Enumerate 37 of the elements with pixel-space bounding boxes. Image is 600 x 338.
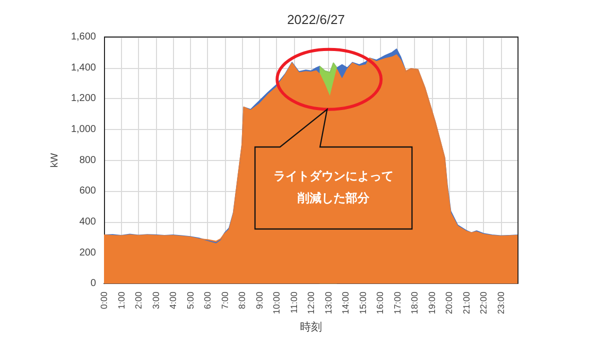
x-tick-label: 10:00 [272, 292, 282, 314]
x-tick-label: 9:00 [254, 292, 264, 310]
x-tick-label: 13:00 [323, 292, 334, 314]
x-tick-label: 16:00 [375, 292, 385, 314]
y-tick-label: 800 [79, 154, 96, 166]
x-tick-label: 4:00 [168, 292, 178, 310]
chart-title: 2022/6/27 [287, 12, 345, 27]
y-axis-title: kW [50, 152, 60, 168]
x-tick-label: 17:00 [392, 292, 402, 314]
x-tick-label: 20:00 [444, 292, 454, 314]
annotation: ライトダウンによって削減した部分 [272, 168, 394, 207]
x-tick-label: 22:00 [478, 292, 488, 314]
x-tick-label: 11:00 [288, 292, 299, 314]
x-tick-label: 1:00 [116, 292, 126, 310]
y-tick-label: 1,200 [70, 93, 96, 104]
x-tick-label: 23:00 [496, 292, 506, 314]
x-tick-label: 5:00 [185, 292, 196, 310]
y-tick-label: 0 [90, 278, 96, 290]
y-tick-label: 1,600 [70, 32, 96, 42]
x-tick-label: 7:00 [220, 292, 230, 310]
y-tick-label: 200 [79, 247, 96, 258]
y-tick-label: 1,000 [70, 124, 96, 135]
y-tick-label: 600 [79, 186, 96, 197]
x-tick-label: 0:00 [99, 292, 109, 310]
x-tick-label: 15:00 [358, 292, 368, 314]
x-tick-label: 6:00 [202, 292, 212, 310]
x-tick-label: 12:00 [306, 292, 316, 314]
x-tick-label: 19:00 [426, 292, 437, 314]
x-tick-label: 18:00 [410, 292, 420, 314]
x-tick-label: 14:00 [340, 292, 350, 314]
x-axis-title: 時刻 [300, 320, 322, 334]
x-tick-label: 8:00 [237, 292, 247, 310]
x-tick-label: 3:00 [150, 292, 161, 310]
y-tick-label: 400 [79, 216, 96, 228]
y-tick-label: 1,400 [70, 62, 96, 74]
x-tick-label: 2:00 [134, 292, 144, 310]
x-tick-label: 21:00 [461, 292, 472, 314]
